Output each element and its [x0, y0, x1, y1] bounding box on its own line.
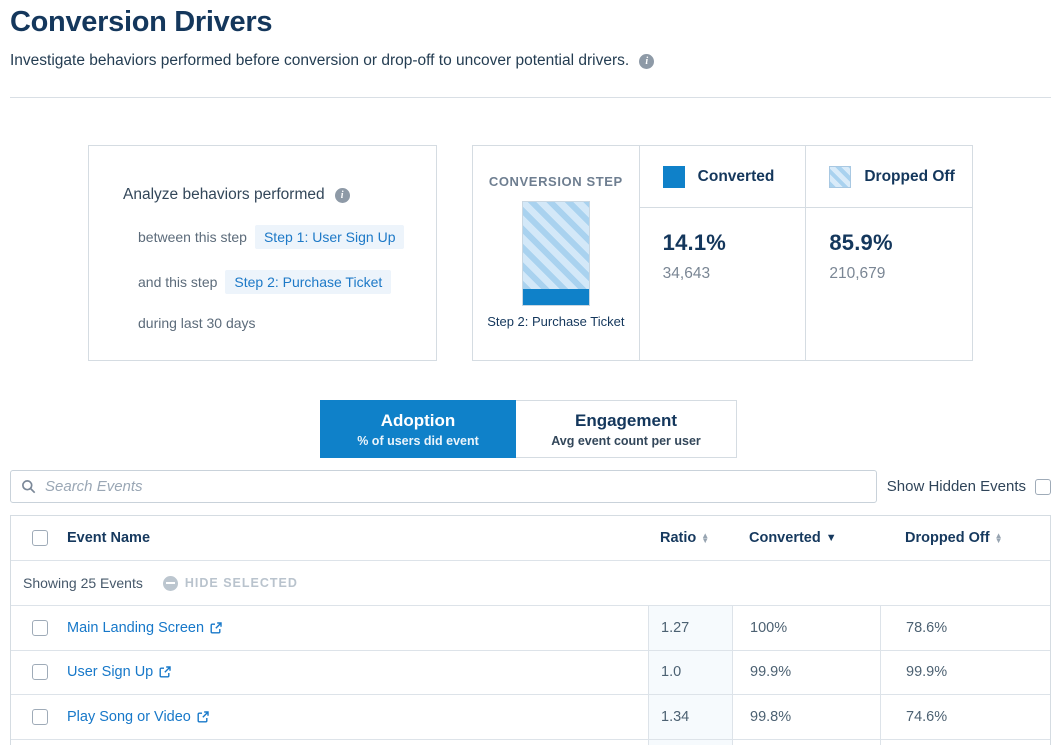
column-header-event-name[interactable]: Event Name [67, 530, 151, 546]
top-panels: Analyze behaviors performed i between th… [10, 145, 1051, 361]
header-divider [10, 97, 1051, 98]
show-hidden-events-checkbox[interactable] [1035, 478, 1051, 495]
analyze-step-row: and this step Step 2: Purchase Ticket [138, 270, 436, 294]
select-all-checkbox[interactable] [32, 530, 48, 546]
analyze-step-row: between this step Step 1: User Sign Up [138, 225, 436, 249]
dropped-off-column: Dropped Off 85.9% 210,679 [806, 146, 973, 360]
sort-icon: ▲ ▼ [701, 531, 710, 545]
conversion-step-bar [521, 201, 590, 306]
hide-selected-button[interactable]: HIDE SELECTED [162, 575, 298, 591]
sort-icon: ▲ ▼ [994, 531, 1003, 545]
showing-events-count: Showing 25 Events [23, 575, 143, 591]
analyze-panel-title: Analyze behaviors performed [123, 186, 325, 203]
column-header-ratio[interactable]: Ratio ▲ ▼ [660, 530, 710, 546]
event-name-link[interactable]: Play Song or Video [67, 709, 209, 725]
info-icon[interactable]: i [639, 53, 655, 69]
table-row-partial [11, 739, 1050, 745]
conversion-step-name: Step 2: Purchase Ticket [487, 314, 625, 329]
conversion-step-heading: CONVERSION STEP [488, 174, 623, 189]
column-header-converted[interactable]: Converted ▼ [749, 530, 837, 546]
dropped-value: 74.6% [906, 708, 948, 725]
tab-engagement-label: Engagement [574, 410, 678, 430]
dropped-off-label: Dropped Off [864, 167, 955, 185]
table-header-row: Event Name Ratio ▲ ▼ Converted ▼ Dropped … [11, 516, 1050, 561]
converted-value: 99.9% [750, 664, 792, 681]
converted-legend-swatch [662, 165, 685, 188]
sort-desc-icon: ▼ [825, 532, 837, 544]
search-icon [22, 480, 36, 494]
conversion-step-panel: CONVERSION STEP Step 2: Purchase Ticket … [472, 145, 973, 361]
bar-converted-segment [522, 289, 589, 305]
dropped-off-percent: 85.9% [829, 230, 893, 255]
dropped-value: 78.6% [906, 619, 948, 636]
tab-engagement[interactable]: Engagement Avg event count per user [516, 400, 737, 458]
dropped-off-count: 210,679 [829, 265, 886, 282]
ratio-value: 1.0 [661, 664, 682, 681]
external-link-icon [159, 666, 171, 678]
analyze-behaviors-panel: Analyze behaviors performed i between th… [88, 145, 437, 361]
metric-tabs: Adoption % of users did event Engagement… [320, 400, 737, 458]
converted-label: Converted [697, 167, 775, 185]
converted-percent: 14.1% [662, 230, 727, 255]
event-name-link[interactable]: Main Landing Screen [67, 620, 222, 636]
ratio-value: 1.27 [661, 619, 690, 636]
step-row-prefix: between this step [138, 229, 247, 245]
search-row: Show Hidden Events [10, 470, 1051, 503]
duration-text: during last 30 days [138, 315, 256, 331]
converted-column: Converted 14.1% 34,643 [639, 146, 807, 360]
conversion-drivers-page: Conversion Drivers Investigate behaviors… [0, 6, 1061, 745]
converted-value: 100% [750, 619, 788, 636]
tab-adoption-label: Adoption [380, 410, 456, 430]
page-subtitle-row: Investigate behaviors performed before c… [10, 52, 1051, 70]
column-header-dropped-off[interactable]: Dropped Off ▲ ▼ [905, 530, 1003, 546]
external-link-icon [197, 711, 209, 723]
table-row: Main Landing Screen 1.27 100% 78.6% [11, 606, 1050, 651]
events-table: Event Name Ratio ▲ ▼ Converted ▼ Dropped … [10, 515, 1051, 745]
analyze-duration-row: during last 30 days [138, 315, 436, 331]
page-subtitle: Investigate behaviors performed before c… [10, 52, 630, 69]
event-name-link[interactable]: User Sign Up [67, 664, 171, 680]
bar-dropped-segment [522, 202, 589, 289]
table-subheader-row: Showing 25 Events HIDE SELECTED [11, 561, 1050, 606]
table-row: User Sign Up 1.0 99.9% 99.9% [11, 650, 1050, 695]
table-row: Play Song or Video 1.34 99.8% 74.6% [11, 695, 1050, 740]
tab-engagement-sublabel: Avg event count per user [551, 433, 701, 448]
converted-value: 99.8% [750, 708, 792, 725]
step-row-prefix: and this step [138, 274, 218, 290]
row-checkbox[interactable] [32, 619, 48, 636]
step-2-chip[interactable]: Step 2: Purchase Ticket [225, 270, 392, 294]
dropped-off-legend-swatch [829, 165, 852, 188]
show-hidden-events-label: Show Hidden Events [886, 478, 1026, 495]
dropped-value: 99.9% [906, 664, 948, 681]
external-link-icon [210, 622, 222, 634]
conversion-step-column: CONVERSION STEP Step 2: Purchase Ticket [473, 146, 640, 360]
step-1-chip[interactable]: Step 1: User Sign Up [254, 225, 405, 249]
row-checkbox[interactable] [32, 708, 48, 725]
search-input[interactable] [45, 478, 876, 495]
page-title: Conversion Drivers [10, 6, 273, 38]
minus-circle-icon [162, 575, 178, 591]
converted-count: 34,643 [662, 265, 711, 282]
ratio-value: 1.34 [661, 708, 690, 725]
tab-adoption-sublabel: % of users did event [357, 433, 479, 448]
info-icon[interactable]: i [334, 187, 350, 203]
search-box[interactable] [10, 470, 877, 503]
tab-adoption[interactable]: Adoption % of users did event [320, 400, 516, 458]
row-checkbox[interactable] [32, 664, 48, 681]
